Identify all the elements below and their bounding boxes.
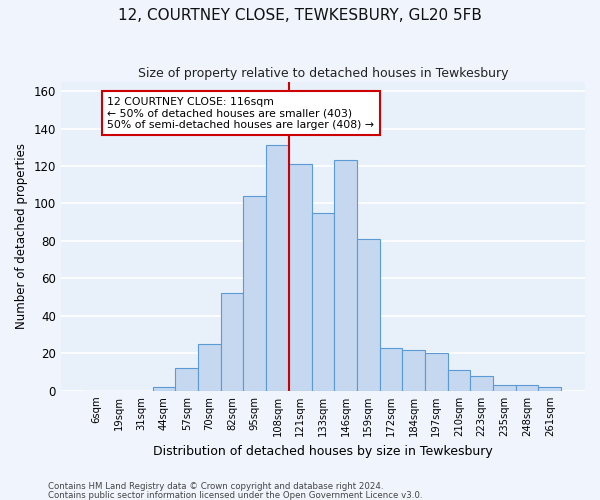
Text: Contains public sector information licensed under the Open Government Licence v3: Contains public sector information licen… — [48, 490, 422, 500]
Bar — [448, 370, 470, 391]
Bar — [425, 354, 448, 391]
Bar — [266, 146, 289, 391]
X-axis label: Distribution of detached houses by size in Tewkesbury: Distribution of detached houses by size … — [153, 444, 493, 458]
Bar — [152, 387, 175, 391]
Bar — [538, 387, 561, 391]
Bar — [493, 386, 516, 391]
Text: 12, COURTNEY CLOSE, TEWKESBURY, GL20 5FB: 12, COURTNEY CLOSE, TEWKESBURY, GL20 5FB — [118, 8, 482, 22]
Text: 12 COURTNEY CLOSE: 116sqm
← 50% of detached houses are smaller (403)
50% of semi: 12 COURTNEY CLOSE: 116sqm ← 50% of detac… — [107, 96, 374, 130]
Bar — [311, 213, 334, 391]
Bar — [516, 386, 538, 391]
Bar — [221, 294, 244, 391]
Bar — [175, 368, 198, 391]
Bar — [470, 376, 493, 391]
Title: Size of property relative to detached houses in Tewkesbury: Size of property relative to detached ho… — [137, 68, 508, 80]
Bar — [289, 164, 311, 391]
Text: Contains HM Land Registry data © Crown copyright and database right 2024.: Contains HM Land Registry data © Crown c… — [48, 482, 383, 491]
Bar — [198, 344, 221, 391]
Y-axis label: Number of detached properties: Number of detached properties — [15, 144, 28, 330]
Bar — [244, 196, 266, 391]
Bar — [357, 239, 380, 391]
Bar — [380, 348, 403, 391]
Bar — [334, 160, 357, 391]
Bar — [403, 350, 425, 391]
